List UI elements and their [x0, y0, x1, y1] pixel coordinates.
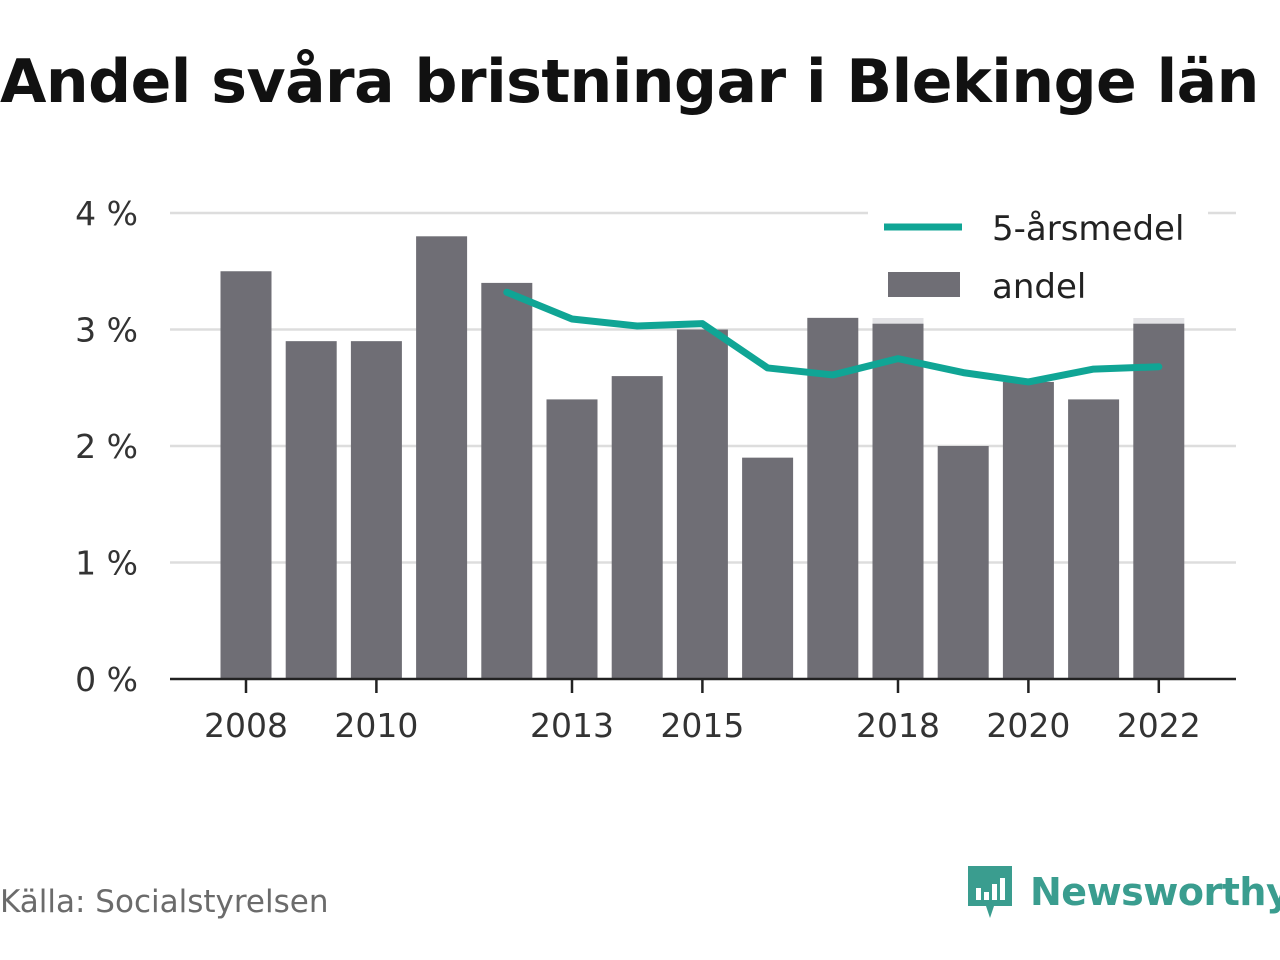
y-tick-label: 3 % [75, 311, 138, 350]
bar [1133, 323, 1185, 679]
bar [676, 329, 728, 679]
y-tick-label: 4 % [75, 194, 138, 233]
bar [546, 399, 598, 679]
brand-name: Newsworthy [1030, 870, 1280, 914]
legend: 5-årsmedel andel [868, 200, 1208, 318]
x-tick-label: 2018 [856, 706, 940, 745]
x-tick-label: 2022 [1117, 706, 1201, 745]
x-tick-label: 2008 [204, 706, 288, 745]
x-tick-label: 2015 [660, 706, 744, 745]
chart-title: Andel svåra bristningar i Blekinge län [0, 47, 1259, 117]
bar [416, 236, 468, 680]
source-note: Källa: Socialstyrelsen [0, 884, 329, 920]
newsworthy-logo-icon [968, 866, 1012, 918]
chart-svg: 0 % 1 % 2 % 3 % 4 % 2008 2010 2013 2015 2018 2020 2… [75, 194, 1236, 745]
x-tick-label: 2013 [530, 706, 614, 745]
bar [611, 376, 663, 679]
y-tick-label: 1 % [75, 544, 138, 583]
legend-background [868, 200, 1208, 318]
uncertainty-band [872, 317, 924, 324]
x-tick-label: 2020 [986, 706, 1070, 745]
bar [285, 341, 337, 679]
legend-bar-swatch [888, 272, 960, 297]
five-year-average-line [503, 288, 1163, 386]
x-tick-label: 2010 [334, 706, 418, 745]
bar [937, 446, 989, 679]
bar [742, 457, 794, 679]
bar [350, 341, 402, 679]
bar [1002, 381, 1054, 679]
brand-logo: Newsworthy [964, 862, 1280, 922]
y-tick-label: 2 % [75, 427, 138, 466]
bar [220, 271, 272, 679]
bar [1068, 399, 1120, 679]
bar [481, 282, 533, 679]
legend-bar-label: andel [992, 267, 1086, 307]
bar [872, 323, 924, 679]
legend-line-label: 5-årsmedel [992, 209, 1184, 249]
y-tick-label: 0 % [75, 660, 138, 699]
